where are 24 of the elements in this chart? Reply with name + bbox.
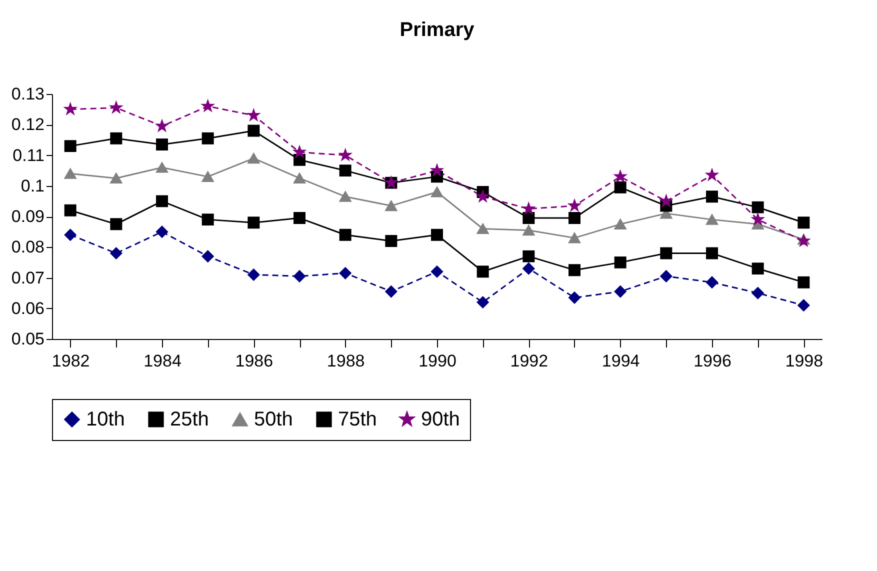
y-tick-label: 0.12 — [11, 115, 44, 134]
y-tick-label: 0.07 — [11, 268, 44, 288]
y-tick-label: 0.09 — [11, 207, 44, 226]
legend-label: 25th — [170, 408, 209, 430]
chart-title: Primary — [400, 19, 476, 41]
x-tick-label: 1984 — [144, 352, 182, 370]
y-tick-label: 0.11 — [12, 146, 44, 165]
legend-label: 50th — [254, 408, 293, 430]
x-tick-label: 1988 — [326, 352, 365, 370]
x-tick-label: 1998 — [785, 352, 824, 370]
y-tick-label: 0.08 — [11, 238, 44, 257]
x-tick-label: 1994 — [602, 352, 640, 370]
x-tick-label: 1996 — [694, 352, 732, 370]
x-tick-label: 1990 — [418, 352, 456, 370]
x-tick-label: 1986 — [235, 352, 274, 370]
x-tick-label: 1992 — [510, 352, 548, 370]
y-tick-label: 0.05 — [11, 330, 44, 348]
y-tick-label: 0.13 — [11, 84, 44, 104]
x-tick-label: 1982 — [52, 352, 90, 370]
y-tick-label: 0.06 — [11, 298, 44, 318]
legend-label: 10th — [86, 408, 125, 430]
legend-label: 90th — [421, 408, 460, 430]
legend-label: 75th — [338, 408, 377, 430]
y-tick-label: 0.1 — [20, 176, 44, 196]
